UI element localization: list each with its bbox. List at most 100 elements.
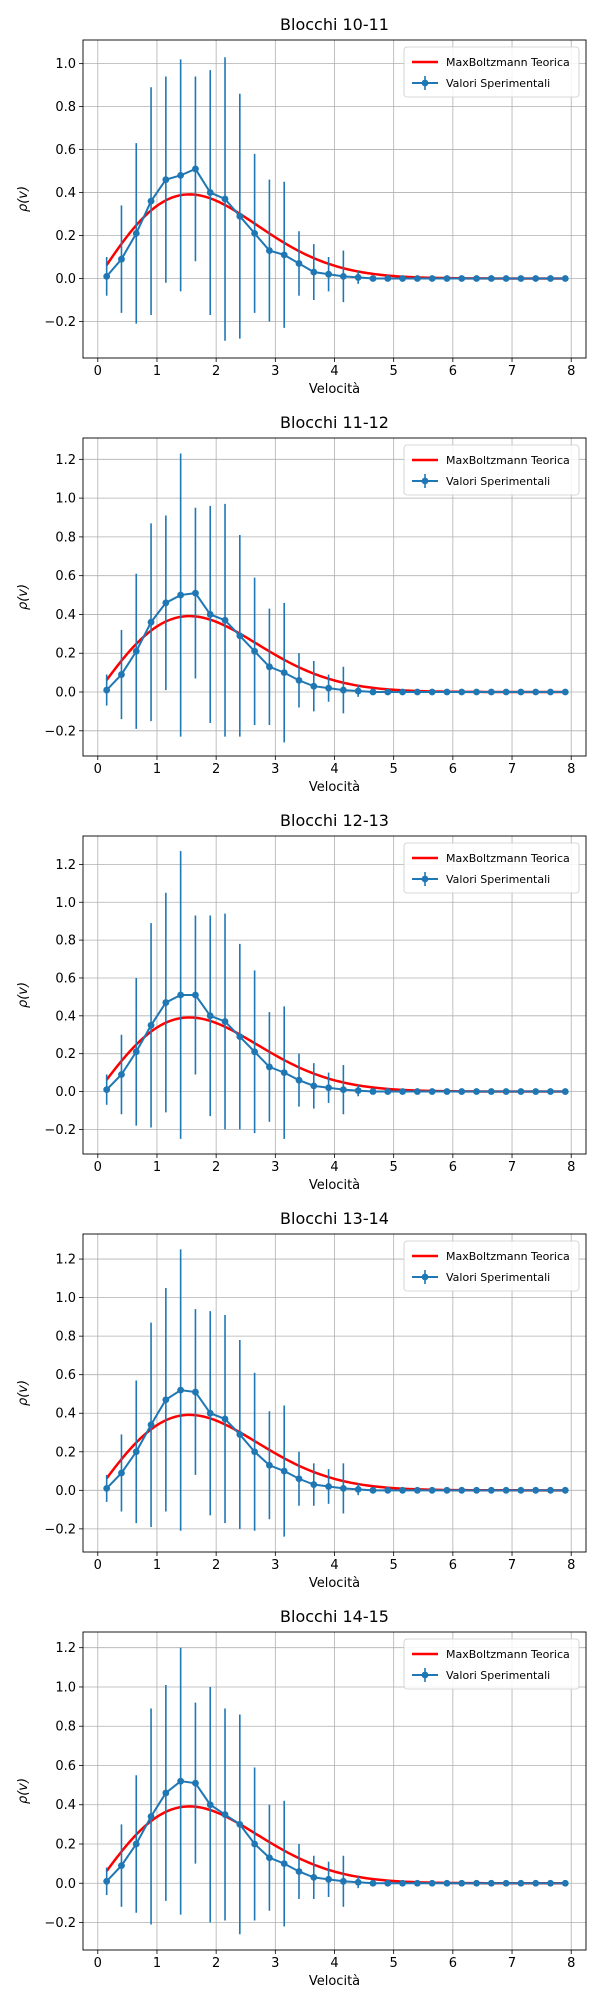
- data-point: [162, 999, 170, 1006]
- y-tick-label: 0.0: [55, 1877, 76, 1892]
- legend: MaxBoltzmann Teorica Valori Sperimentali: [403, 842, 580, 894]
- data-point: [325, 1084, 332, 1092]
- x-tick-label: 4: [330, 762, 338, 777]
- data-point: [118, 1862, 125, 1869]
- data-point: [192, 991, 199, 999]
- data-point: [502, 688, 510, 696]
- data-point: [236, 212, 244, 220]
- y-tick-label: 0.6: [55, 1759, 76, 1774]
- y-tick-label: 1.0: [55, 896, 76, 911]
- y-tick-label: 1.0: [55, 1291, 76, 1306]
- data-point: [443, 1486, 451, 1494]
- axes-frame: [82, 835, 587, 1155]
- y-tick-label: 0.0: [55, 686, 76, 701]
- data-point: [132, 647, 140, 655]
- data-point: [103, 1086, 111, 1094]
- x-tick-label: 7: [508, 1160, 516, 1175]
- data-point: [428, 688, 436, 696]
- data-point: [206, 611, 214, 618]
- data-point: [487, 1088, 495, 1095]
- data-point: [280, 669, 288, 677]
- data-point: [517, 275, 525, 282]
- data-point: [428, 275, 436, 282]
- data-point: [399, 1879, 406, 1887]
- x-tick-label: 2: [212, 364, 220, 379]
- x-tick-label: 5: [390, 762, 398, 777]
- data-point: [561, 1486, 569, 1494]
- data-point: [325, 1875, 332, 1883]
- data-point: [295, 260, 303, 267]
- data-point: [547, 1879, 554, 1887]
- data-point: [369, 275, 377, 282]
- chart-title: Blocchi 13-14: [280, 1209, 389, 1228]
- y-tick-label: 0.4: [55, 186, 76, 201]
- data-point: [428, 1088, 436, 1095]
- x-tick-label: 4: [330, 1160, 338, 1175]
- data-point: [132, 1840, 140, 1848]
- data-point: [354, 1878, 362, 1886]
- y-tick-label: 0.6: [55, 971, 76, 986]
- x-axis-label: Velocità: [309, 382, 360, 397]
- data-point: [369, 1879, 377, 1887]
- data-point: [147, 1021, 155, 1029]
- data-point: [384, 1088, 392, 1095]
- data-point: [295, 1076, 303, 1084]
- data-point: [339, 272, 347, 280]
- x-tick-label: 1: [153, 1160, 161, 1175]
- data-point: [177, 1386, 185, 1394]
- data-point: [192, 589, 199, 597]
- data-point: [502, 1879, 510, 1887]
- chart-title: Blocchi 14-15: [280, 1607, 389, 1626]
- data-point: [502, 1088, 510, 1095]
- data-point: [177, 991, 185, 999]
- data-point: [103, 272, 111, 280]
- data-point: [177, 591, 185, 599]
- y-tick-label: 0.8: [55, 934, 76, 949]
- y-tick-label: 0.6: [55, 569, 76, 584]
- data-point: [517, 688, 525, 696]
- x-tick-label: 8: [567, 1160, 575, 1175]
- chart-panel-3: Blocchi 12-13 0 1 2 3 4 5 6 7 8 −0.2 0.0 0.2 0.4 0.6 0.…: [16, 811, 587, 1193]
- x-tick-label: 5: [390, 1956, 398, 1971]
- data-point: [280, 1069, 288, 1077]
- axes-frame: [82, 1233, 587, 1553]
- y-tick-label: 0.4: [55, 1798, 76, 1813]
- data-point: [384, 1486, 392, 1494]
- x-tick-label: 8: [567, 1956, 575, 1971]
- data-point: [310, 268, 318, 276]
- x-tick-label: 4: [330, 1956, 338, 1971]
- y-tick-label: 1.2: [55, 453, 76, 468]
- data-point: [221, 195, 229, 203]
- data-point: [532, 1486, 540, 1494]
- y-tick-label: 0.4: [55, 1009, 76, 1024]
- data-point: [473, 1088, 480, 1095]
- x-tick-label: 5: [390, 364, 398, 379]
- data-point: [532, 1879, 540, 1887]
- legend-theory-label: MaxBoltzmann Teorica: [446, 1648, 570, 1661]
- data-point: [547, 275, 554, 282]
- data-point: [206, 1409, 214, 1417]
- legend: MaxBoltzmann Teorica Valori Sperimentali: [403, 1638, 580, 1690]
- x-tick-label: 2: [212, 1956, 220, 1971]
- y-tick-label: 1.2: [55, 1253, 76, 1268]
- y-tick-label: −0.2: [44, 724, 76, 739]
- y-tick-label: −0.2: [44, 1916, 76, 1931]
- data-point: [177, 171, 185, 179]
- data-point: [206, 1801, 214, 1809]
- chart-panel-4: Blocchi 13-14 0 1 2 3 4 5 6 7 8 −0.2 0.0 0.2 0.4 0.6 0.…: [16, 1209, 587, 1591]
- data-point: [325, 684, 332, 692]
- data-point: [236, 1820, 244, 1828]
- data-point: [473, 688, 480, 696]
- x-tick-label: 6: [449, 1160, 457, 1175]
- data-point: [532, 688, 540, 696]
- data-point: [443, 688, 451, 696]
- y-tick-label: 0.2: [55, 1445, 76, 1460]
- data-point: [458, 688, 466, 696]
- x-tick-label: 8: [567, 762, 575, 777]
- legend-exp-label: Valori Sperimentali: [446, 1271, 550, 1284]
- x-tick-label: 6: [449, 364, 457, 379]
- x-tick-label: 3: [271, 1160, 279, 1175]
- y-tick-label: 1.2: [55, 1641, 76, 1656]
- x-tick-label: 0: [94, 1558, 102, 1573]
- legend: MaxBoltzmann Teorica Valori Sperimentali: [403, 1240, 580, 1292]
